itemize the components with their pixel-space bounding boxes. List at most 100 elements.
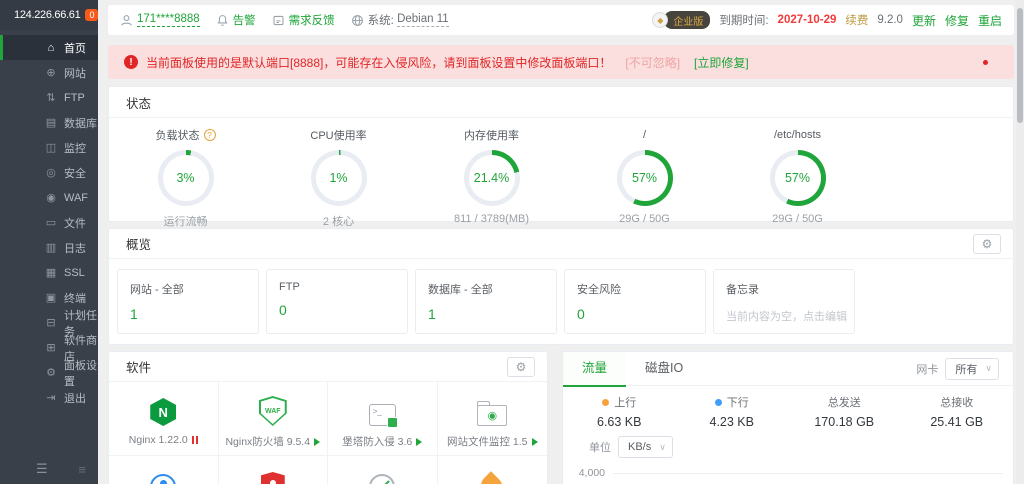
update-link[interactable]: 更新: [911, 13, 936, 28]
software-app-app-gauge[interactable]: [328, 456, 438, 484]
overview-card-value: 0: [577, 306, 585, 322]
app-icon-wrap: [260, 456, 285, 484]
play-icon[interactable]: [531, 437, 538, 446]
status-section: 状态 负载状态? 3% 运行流畅 CPU使用率 1% 2 核心 内存使用率 21.4% 811 …: [108, 86, 1014, 228]
nginx-icon: N: [150, 398, 177, 426]
software-app-nginx[interactable]: N Nginx 1.22.0: [109, 382, 219, 456]
home-icon: ⌂: [47, 41, 55, 54]
feedback-link[interactable]: 需求反馈: [272, 12, 335, 28]
sidebar-item-label: 计划任务: [64, 309, 97, 338]
sidebar-item-label: 数据库: [64, 117, 97, 130]
play-icon[interactable]: [416, 437, 423, 446]
sidebar-item-monitor[interactable]: ◫ 监控: [0, 135, 98, 160]
app-icon-wrap: >_: [368, 382, 398, 428]
sidebar-item-security[interactable]: ◎ 安全: [0, 160, 98, 185]
stat-label: 下行: [676, 394, 789, 410]
sidebar-item-home[interactable]: ⌂ 首页: [0, 35, 98, 60]
overview-card-title: 数据库 - 全部: [428, 284, 493, 296]
logout-icon: ⇥: [46, 392, 56, 404]
sidebar-item-app-store[interactable]: ⊞ 软件商店: [0, 335, 98, 363]
gear-icon: ⚙: [515, 359, 527, 374]
diamond-icon: ◆: [652, 12, 669, 28]
sidebar-item-ssl[interactable]: ▦ SSL: [0, 260, 98, 285]
restart-link[interactable]: 重启: [977, 13, 1002, 28]
sidebar-item-logout[interactable]: ⇥ 退出: [0, 385, 98, 410]
software-app-file-monitor[interactable]: ◉ 网站文件监控 1.5: [437, 382, 547, 456]
software-app-app-red[interactable]: [219, 456, 328, 484]
overview-card-value: 0: [279, 302, 287, 318]
topbar-left: 171****8888 告警 需求反馈 系统: Debian 11: [120, 12, 465, 28]
server-ip: 124.226.66.61: [14, 9, 81, 21]
gauge-title-text: /etc/hosts: [773, 129, 822, 141]
sidebar-item-database[interactable]: ▤ 数据库: [0, 110, 98, 135]
tab-disk-io[interactable]: 磁盘IO: [645, 360, 684, 375]
sidebar-item-label: FTP: [64, 91, 85, 104]
renew-link[interactable]: 续费: [845, 15, 869, 27]
account-link[interactable]: 171****8888: [120, 13, 200, 27]
software-settings-button[interactable]: ⚙: [507, 356, 535, 377]
status-title: 状态: [126, 96, 152, 111]
sidebar-item-label: 监控: [64, 142, 86, 155]
gauge-ring: 1%: [310, 150, 367, 206]
panel-settings-icon: ⚙: [46, 367, 56, 379]
overview-card-title: 备忘录: [726, 284, 759, 296]
alert-close-dot[interactable]: [983, 60, 988, 65]
app-name-row: 堡塔防入侵 3.6: [342, 434, 423, 449]
scrollbar-thumb[interactable]: [1017, 8, 1023, 123]
overview-card-memo[interactable]: 备忘录 当前内容为空，点击编辑: [713, 269, 855, 334]
sidebar-header: 124.226.66.61 0: [0, 0, 99, 30]
help-icon[interactable]: ?: [203, 129, 216, 141]
sidebar-item-cron[interactable]: ⊟ 计划任务: [0, 310, 98, 338]
nic-label: 网卡: [916, 363, 939, 376]
nic-select[interactable]: 所有 ∨: [945, 357, 999, 380]
message-count-badge[interactable]: 0: [85, 9, 99, 21]
stat-value: 170.18 GB: [814, 415, 875, 429]
sidebar-item-ftp[interactable]: ⇅ FTP: [0, 85, 98, 110]
overview-title-row: 概览 ⚙: [109, 229, 1013, 259]
app-icon-wrap: [477, 456, 508, 484]
tab-traffic[interactable]: 流量: [563, 351, 627, 387]
gauge-ring: 21.4%: [463, 150, 520, 206]
gauge-sublabel: 29G / 50G: [772, 213, 823, 225]
software-app-app-flame[interactable]: [438, 456, 548, 484]
alert-fix-link[interactable]: [立即修复]: [694, 55, 749, 70]
gauge-title-text: 内存使用率: [464, 130, 519, 142]
software-apps-grid: N Nginx 1.22.0 WAF Nginx防火墙 9.5.4 >_ 堡塔防入侵 3.…: [109, 382, 547, 484]
collapse-sidebar-icon[interactable]: ☰: [36, 461, 48, 476]
overview-card-security-risk[interactable]: 安全风险 0: [564, 269, 706, 334]
sidebar-item-website[interactable]: ⊕ 网站: [0, 60, 98, 85]
app-name-row: 网站文件监控 1.5: [447, 434, 538, 449]
software-app-intrusion-防[interactable]: >_ 堡塔防入侵 3.6: [328, 382, 438, 456]
app-icon-wrap: [150, 456, 177, 484]
security-icon: ◎: [46, 167, 56, 179]
overview-settings-button[interactable]: ⚙: [973, 233, 1001, 254]
sidebar-item-files[interactable]: ▭ 文件: [0, 210, 98, 235]
sidebar-item-terminal[interactable]: ▣ 终端: [0, 285, 98, 310]
stat-label: 总接收: [901, 394, 1014, 410]
sidebar-item-logs[interactable]: ▥ 日志: [0, 235, 98, 260]
software-title-row: 软件 ⚙: [109, 352, 547, 382]
waf-icon: ◉: [46, 192, 56, 204]
menu-toggle-icon[interactable]: ≡: [78, 461, 86, 477]
warning-icon: !: [124, 55, 138, 69]
sidebar-item-waf[interactable]: ◉ WAF: [0, 185, 98, 210]
sidebar-item-panel-settings[interactable]: ⚙ 面板设置: [0, 360, 98, 388]
software-app-app-blue[interactable]: [109, 456, 219, 484]
app-icon-wrap: WAF: [259, 382, 287, 426]
overview-card-ftp[interactable]: FTP 0: [266, 269, 408, 334]
overview-card-database[interactable]: 数据库 - 全部 1: [415, 269, 557, 334]
unit-select[interactable]: KB/s ∨: [618, 436, 673, 458]
overview-section: 概览 ⚙ 网站 - 全部 1 FTP 0 数据库 - 全部 1 安全风险 0 备忘录 当前内容为空…: [108, 228, 1014, 345]
traffic-tabs-row: 流量 磁盘IO 网卡 所有 ∨: [563, 351, 1013, 387]
sidebar-item-label: 退出: [64, 392, 86, 405]
flame-orange-icon: [477, 471, 508, 484]
play-icon[interactable]: [314, 437, 321, 446]
pause-icon[interactable]: [191, 436, 198, 444]
repair-link[interactable]: 修复: [944, 13, 969, 28]
alarm-link[interactable]: 告警: [216, 12, 256, 28]
gauge-sublabel: 2 核心: [322, 216, 355, 228]
gauge-memory: 内存使用率 21.4% 811 / 3789(MB): [415, 127, 568, 229]
overview-card-website[interactable]: 网站 - 全部 1: [117, 269, 259, 334]
app-store-icon: ⊞: [46, 342, 56, 354]
software-app-nginx-waf[interactable]: WAF Nginx防火墙 9.5.4: [218, 382, 328, 456]
